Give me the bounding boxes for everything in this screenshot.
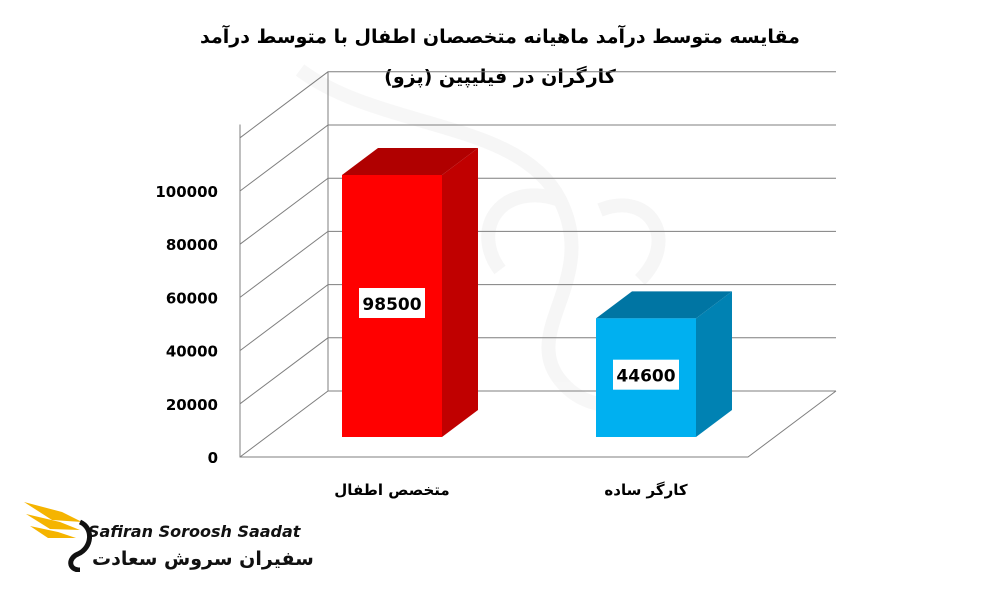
bar-top bbox=[596, 291, 732, 319]
gridline bbox=[239, 390, 836, 458]
y-tick-label: 80000 bbox=[166, 236, 218, 254]
swan-wing-icon bbox=[24, 502, 92, 572]
chart-title-line-1: مقایسه متوسط درآمد ماهیانه متخصصان اطفال… bbox=[200, 26, 800, 48]
data-label-value: 44600 bbox=[616, 367, 675, 387]
data-label-box bbox=[359, 288, 425, 318]
y-tick-label: 60000 bbox=[166, 289, 218, 307]
bar-side bbox=[696, 291, 732, 437]
bar bbox=[596, 291, 732, 437]
data-label: 98500 bbox=[359, 288, 425, 318]
bar-side bbox=[442, 148, 478, 437]
y-tick-label: 20000 bbox=[166, 396, 218, 414]
data-label: 44600 bbox=[613, 359, 679, 390]
brand-name-en: Safiran Soroosh Saadat bbox=[88, 522, 301, 541]
y-tick-label: 40000 bbox=[166, 343, 218, 361]
gridline bbox=[239, 284, 836, 352]
data-label-box bbox=[613, 359, 679, 390]
data-labels: 98500 44600 bbox=[359, 288, 679, 390]
category-label: متخصص اطفال bbox=[334, 481, 449, 499]
gridline bbox=[239, 230, 836, 298]
chart-grid bbox=[239, 71, 837, 458]
data-label-value: 98500 bbox=[362, 295, 421, 315]
brand-logo: Safiran Soroosh Saadat سفیران سروش سعادت bbox=[22, 492, 314, 582]
gridline bbox=[239, 177, 836, 245]
category-label: کارگر ساده bbox=[604, 481, 687, 499]
x-axis: متخصص اطفال کارگر ساده bbox=[334, 481, 688, 499]
axis-frame bbox=[239, 124, 837, 458]
brand-name-fa: سفیران سروش سعادت bbox=[92, 548, 314, 570]
y-tick-label: 100000 bbox=[155, 183, 218, 201]
y-tick-label: 0 bbox=[208, 449, 218, 467]
gridline bbox=[239, 337, 836, 405]
bar-top bbox=[342, 148, 478, 175]
y-axis: 0 20000 40000 60000 80000 100000 bbox=[155, 183, 218, 467]
